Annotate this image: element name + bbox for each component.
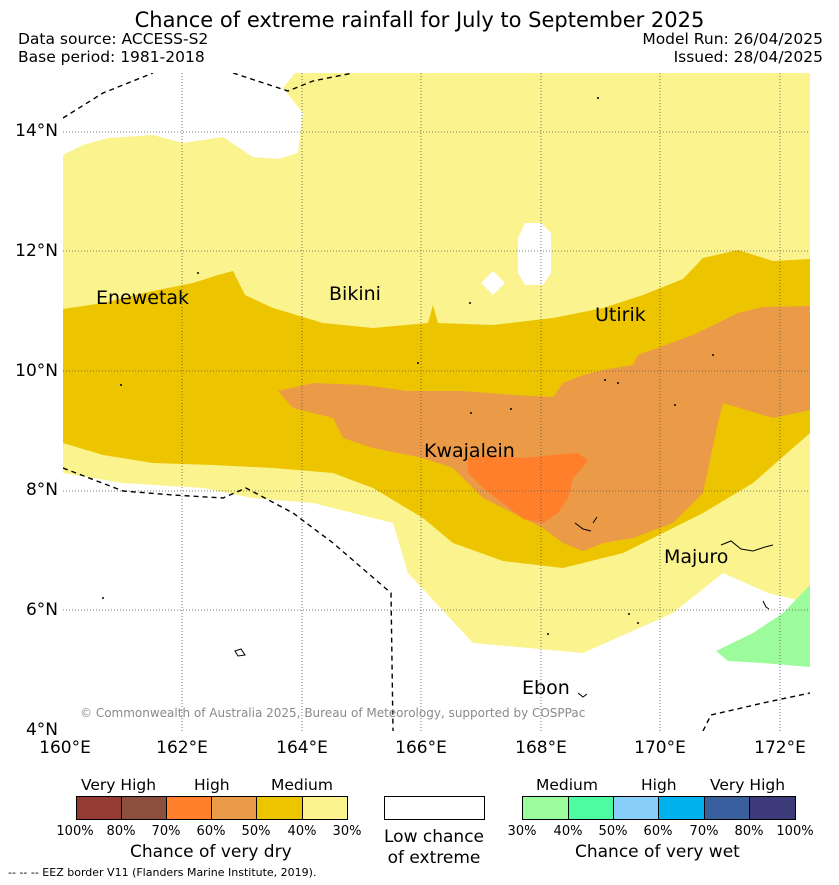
lon-label: 170°E xyxy=(634,738,686,758)
lon-label: 162°E xyxy=(156,738,208,758)
lat-label: 8°N xyxy=(25,480,58,500)
model-run: Model Run: 26/04/2025 xyxy=(642,30,823,48)
legend-swatch-wet xyxy=(522,796,569,820)
legend-swatch-wet xyxy=(613,796,659,820)
lon-label: 164°E xyxy=(276,738,328,758)
legend-wet-header: High xyxy=(641,776,677,794)
base-period: Base period: 1981-2018 xyxy=(18,48,205,66)
legend-wet-header: Medium xyxy=(536,776,598,794)
coastlines xyxy=(234,516,774,698)
legend-tick: 40% xyxy=(287,824,317,839)
legend-tick: 80% xyxy=(106,824,136,839)
low-chance-patch xyxy=(481,271,505,295)
lon-label: 168°E xyxy=(515,738,567,758)
legend-tick: 50% xyxy=(598,824,628,839)
place-label-utirik: Utirik xyxy=(595,304,646,326)
lat-label: 10°N xyxy=(15,361,58,381)
legend-swatch-wet xyxy=(658,796,705,820)
place-label-bikini: Bikini xyxy=(329,283,381,305)
legend-tick: 30% xyxy=(332,824,362,839)
place-label-majuro: Majuro xyxy=(664,546,729,568)
legend-swatch-wet xyxy=(704,796,750,820)
legend-tick: 100% xyxy=(776,824,814,839)
legend-swatch-dry xyxy=(76,796,122,820)
lat-label: 14°N xyxy=(15,121,58,141)
legend-dry-header: Medium xyxy=(271,776,333,794)
legend-tick: 100% xyxy=(56,824,94,839)
map-title: Chance of extreme rainfall for July to S… xyxy=(134,8,705,32)
lon-label: 166°E xyxy=(395,738,447,758)
lat-label: 4°N xyxy=(25,720,58,740)
place-label-enewetak: Enewetak xyxy=(96,287,190,309)
legend-wet-header: Very High xyxy=(710,776,786,794)
legend-tick: 30% xyxy=(507,824,537,839)
wet-30-40-area xyxy=(716,585,810,667)
legend-tick: 40% xyxy=(553,824,583,839)
issued-date: Issued: 28/04/2025 xyxy=(673,48,823,66)
legend-swatch-dry xyxy=(166,796,212,820)
dry-50-60-area xyxy=(278,306,810,551)
legend-tick: 60% xyxy=(196,824,226,839)
legend-tick: 70% xyxy=(689,824,719,839)
copyright-notice: © Commonwealth of Australia 2025, Bureau… xyxy=(80,706,586,720)
low-chance-patch xyxy=(518,223,551,285)
eez-border xyxy=(63,73,810,731)
rainfall-map xyxy=(63,73,810,731)
legend-dry-title: Chance of very dry xyxy=(130,842,292,862)
legend-swatch-dry xyxy=(256,796,303,820)
legend-swatch-low-chance xyxy=(384,796,485,820)
legend-tick: 60% xyxy=(643,824,673,839)
legend-swatch-dry xyxy=(302,796,348,820)
legend-dry-header: High xyxy=(194,776,230,794)
legend-low-chance-line: of extreme xyxy=(387,848,481,868)
legend-swatch-dry xyxy=(121,796,167,820)
atolls xyxy=(102,97,714,635)
legend-low-chance-label: Low chance of extreme xyxy=(370,827,498,869)
place-label-ebon: Ebon xyxy=(522,677,570,699)
lon-label: 160°E xyxy=(39,738,91,758)
legend-swatch-wet xyxy=(568,796,614,820)
legend-dry-header: Very High xyxy=(81,776,157,794)
legend-swatch-dry xyxy=(211,796,257,820)
lat-label: 6°N xyxy=(25,600,58,620)
legend-tick: 80% xyxy=(734,824,764,839)
data-source: Data source: ACCESS-S2 xyxy=(18,30,209,48)
place-label-kwajalein: Kwajalein xyxy=(424,440,515,462)
legend-low-chance-line: Low chance xyxy=(384,827,484,847)
legend-tick: 50% xyxy=(241,824,271,839)
legend-wet-title: Chance of very wet xyxy=(575,842,740,862)
legend-tick: 70% xyxy=(151,824,181,839)
dry-60-70-area xyxy=(468,453,588,523)
lat-label: 12°N xyxy=(15,241,58,261)
legend-swatch-wet xyxy=(749,796,796,820)
lon-label: 172°E xyxy=(754,738,806,758)
eez-note: -- -- -- EEZ border V11 (Flanders Marine… xyxy=(8,866,317,879)
